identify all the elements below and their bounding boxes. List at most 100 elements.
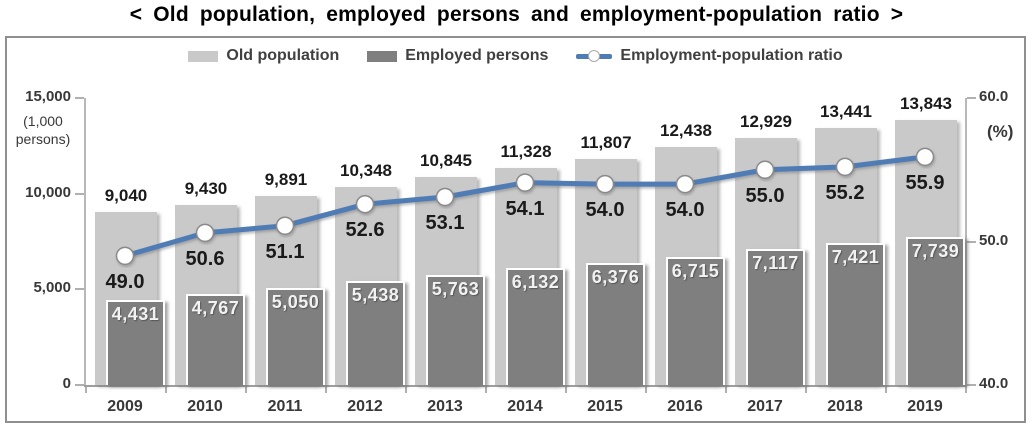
employed-persons-value-label: 6,132 xyxy=(511,271,560,292)
y-axis-left-tick-label: 0 xyxy=(62,375,71,392)
employed-persons-bar xyxy=(186,293,245,385)
x-axis-tick xyxy=(885,387,887,393)
legend-item-employed-persons: Employed persons xyxy=(367,47,548,65)
employed-persons-value-label: 5,050 xyxy=(271,292,320,313)
ratio-value-label: 52.6 xyxy=(345,219,385,242)
employed-persons-value-label: 7,421 xyxy=(831,247,880,267)
x-axis-tick xyxy=(645,387,647,393)
chart-title: < Old population, employed persons and e… xyxy=(129,3,904,26)
y-axis-left-tick-label: 10,000 xyxy=(25,183,71,201)
old-population-value-label: 11,807 xyxy=(580,133,632,153)
old-population-value-label: 9,040 xyxy=(104,186,148,206)
ratio-value-label: 55.2 xyxy=(825,181,865,204)
ratio-value-label: 55.0 xyxy=(745,184,785,207)
employed-persons-value-label: 7,117 xyxy=(752,252,799,273)
legend-label-old-population: Old population xyxy=(226,47,340,64)
old-population-value-label: 10,845 xyxy=(420,151,472,171)
legend-swatch-employed-persons xyxy=(367,50,398,62)
employed-persons-value-label: 6,376 xyxy=(591,267,640,287)
ratio-value-label: 54.0 xyxy=(585,199,625,222)
x-axis-label: 2018 xyxy=(827,398,863,415)
ratio-value-label: 51.1 xyxy=(265,240,305,263)
legend-circle-marker-icon xyxy=(588,50,601,62)
ratio-value-label: 49.0 xyxy=(105,270,145,293)
old-population-value-label: 12,438 xyxy=(660,121,712,141)
y-axis-left xyxy=(84,98,86,385)
legend-item-old-population: Old population xyxy=(188,47,339,65)
legend-line-marker-icon xyxy=(576,50,613,62)
employed-persons-value-label: 4,767 xyxy=(191,297,240,318)
x-axis-tick xyxy=(245,387,247,393)
employed-persons-bar xyxy=(266,288,325,385)
ratio-value-label: 50.6 xyxy=(185,247,225,270)
y-axis-right-tick xyxy=(967,240,976,243)
x-axis-tick xyxy=(485,387,487,393)
y-axis-right-tick-label: 60.0 xyxy=(979,88,1009,105)
employed-persons-value-label: 5,763 xyxy=(431,278,480,299)
y-axis-left-tick xyxy=(75,192,84,195)
employed-persons-bar xyxy=(346,280,405,385)
y-axis-left-tick xyxy=(75,384,84,386)
x-axis-label: 2012 xyxy=(347,398,383,415)
x-axis-tick xyxy=(405,387,407,393)
x-axis-tick xyxy=(725,387,727,393)
legend-label-ratio: Employment-population ratio xyxy=(620,47,843,64)
plot-area: (1,000 persons) (%) 0 5,000 10,000 15,000 40… xyxy=(7,38,1024,421)
old-population-value-label: 9,891 xyxy=(264,169,308,189)
employed-persons-value-label: 5,438 xyxy=(351,284,400,305)
x-axis-label: 2016 xyxy=(667,398,703,415)
y-axis-left-tick-label: 15,000 xyxy=(25,88,71,105)
old-population-value-label: 10,348 xyxy=(340,161,392,180)
left-axis-unit-line2: persons) xyxy=(15,131,71,148)
old-population-value-label: 12,929 xyxy=(740,111,792,131)
x-axis-label: 2011 xyxy=(267,398,303,415)
ratio-value-label: 53.1 xyxy=(425,212,465,234)
employed-persons-bar xyxy=(506,267,565,385)
employed-persons-value-label: 6,715 xyxy=(671,260,720,281)
left-axis-unit-line1: (1,000 xyxy=(23,113,63,129)
x-axis xyxy=(84,385,967,387)
x-axis-label: 2009 xyxy=(107,398,143,415)
x-axis-tick xyxy=(805,387,807,393)
x-axis-label: 2019 xyxy=(907,398,943,415)
y-axis-left-tick xyxy=(75,288,84,291)
y-axis-left-tick xyxy=(75,97,84,99)
ratio-value-label: 55.9 xyxy=(905,171,945,194)
x-axis-tick xyxy=(325,387,327,393)
y-axis-right-tick-label: 40.0 xyxy=(979,375,1009,392)
old-population-value-label: 13,843 xyxy=(900,94,952,114)
employed-persons-bar xyxy=(106,300,165,385)
y-axis-right-tick xyxy=(967,97,976,99)
employed-persons-bar xyxy=(906,236,965,385)
x-axis-tick xyxy=(85,387,87,393)
x-axis-label: 2014 xyxy=(507,398,543,415)
employed-persons-bar xyxy=(826,243,885,385)
ratio-value-label: 54.1 xyxy=(505,197,545,220)
x-axis-label: 2013 xyxy=(427,398,463,415)
employed-persons-bar xyxy=(746,248,805,385)
right-axis-unit-label: (%) xyxy=(987,122,1014,141)
legend-item-ratio: Employment-population ratio xyxy=(576,47,843,65)
legend-label-employed-persons: Employed persons xyxy=(405,47,549,64)
chart-legend: Old population Employed persons Employme… xyxy=(7,47,1024,65)
employed-persons-bar xyxy=(666,256,725,385)
x-axis-tick xyxy=(165,387,167,393)
legend-swatch-old-population xyxy=(188,50,219,62)
x-axis-tick xyxy=(965,387,967,393)
y-axis-right-tick-label: 50.0 xyxy=(979,231,1009,249)
old-population-value-label: 11,328 xyxy=(500,142,552,162)
chart-frame: Old population Employed persons Employme… xyxy=(5,36,1026,423)
x-axis-label: 2017 xyxy=(747,398,783,415)
employed-persons-value-label: 4,431 xyxy=(111,304,160,325)
old-population-value-label: 9,430 xyxy=(184,178,228,198)
y-axis-right xyxy=(965,98,967,385)
y-axis-right-tick xyxy=(967,384,976,386)
x-axis-label: 2015 xyxy=(587,398,623,415)
y-axis-left-tick-label: 5,000 xyxy=(33,279,71,297)
x-axis-label: 2010 xyxy=(187,398,223,415)
employed-persons-bar xyxy=(586,263,645,385)
employed-persons-bar xyxy=(426,274,485,385)
left-axis-unit-label: (1,000 persons) xyxy=(7,112,79,148)
employed-persons-value-label: 7,739 xyxy=(911,240,960,261)
